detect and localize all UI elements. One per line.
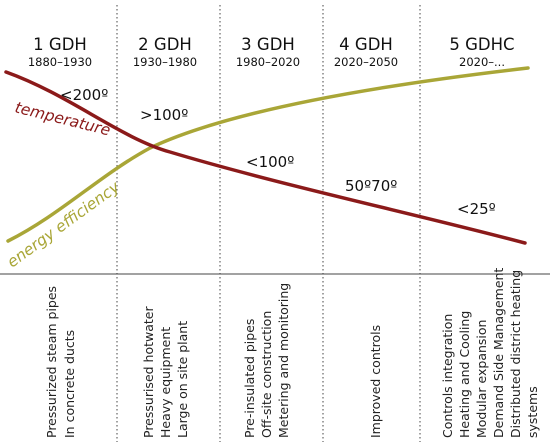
gen-1-label: 1 GDH [33,35,87,54]
energy-efficiency-curve [6,66,530,243]
gen-5-technologies: Controls integration Heating and Cooling… [440,268,540,438]
gen-2-technologies: Pressurised hotwater Heavy equipment Lar… [141,306,190,438]
gen-5-label: 5 GDHC [449,35,514,54]
gen-4-label: 4 GDH [339,35,393,54]
gen-5-years: 2020–... [459,55,505,69]
temp-marker-gen2: >100º [140,106,188,124]
gen-3-technologies: Pre-insulated pipes Off-site constructio… [242,283,291,438]
gen-4-years: 2020–2050 [334,55,398,69]
temperature-curve-label: temperature [13,98,112,139]
tech-item: Controls integration [440,314,455,438]
temp-marker-gen5: <25º [457,200,496,218]
tech-item: Distributed district heating [508,270,523,438]
gen-2-years: 1930–1980 [133,55,197,69]
tech-item: Improved controls [368,325,383,438]
tech-item: Pre-insulated pipes [242,319,257,438]
energy-efficiency-curve-label: energy efficiency [4,177,124,271]
tech-item: Heating and Cooling [457,311,472,438]
tech-item: Heavy equipment [158,327,173,438]
gen-3-years: 1980–2020 [236,55,300,69]
tech-item: Pressurized steam pipes [44,286,59,438]
tech-item: Off-site construction [259,311,274,438]
tech-item: In concrete ducts [62,330,77,438]
temp-marker-gen3: <100º [246,153,294,171]
tech-item: systems [525,386,540,438]
gen-2-label: 2 GDH [138,35,192,54]
gen-1-technologies: Pressurized steam pipes In concrete duct… [44,286,77,438]
temp-marker-gen1: <200º [60,86,108,104]
gen-4-technologies: Improved controls [368,325,383,438]
gen-1-years: 1880–1930 [28,55,92,69]
tech-item: Pressurised hotwater [141,306,156,438]
tech-item: Modular expansion [474,320,489,438]
tech-item: Metering and monitoring [276,283,291,438]
tech-item: Demand Side Management [491,268,506,438]
temp-marker-gen4: 50º70º [345,177,397,195]
temperature-curve [4,70,527,245]
gen-3-label: 3 GDH [241,35,295,54]
tech-item: Large on site plant [175,321,190,438]
